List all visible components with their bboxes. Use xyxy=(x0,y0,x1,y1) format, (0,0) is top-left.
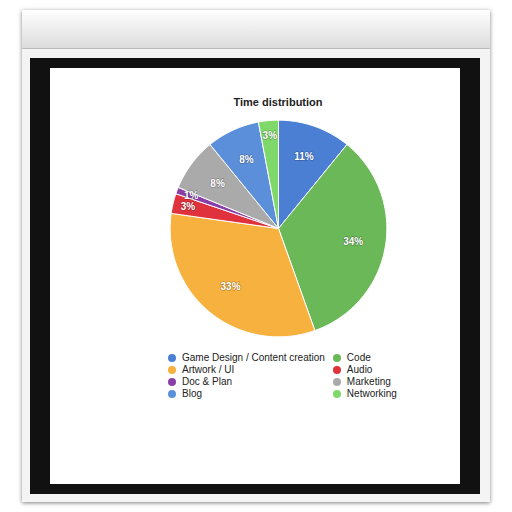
html-text:Game Design / Content creation: Game Design / Content creation xyxy=(182,352,325,363)
svg-text:34%: 34% xyxy=(343,236,363,247)
html-text:Networking: Networking xyxy=(346,388,397,399)
html-text:Blog: Blog xyxy=(182,388,202,399)
svg-text:8%: 8% xyxy=(210,178,225,189)
svg-text:33%: 33% xyxy=(221,281,241,292)
svg-text:8%: 8% xyxy=(239,154,254,165)
html-text:Audio: Audio xyxy=(346,364,373,375)
html-text:Doc & Plan: Doc & Plan xyxy=(182,376,232,387)
html-text:Artwork / UI: Artwork / UI xyxy=(182,364,235,375)
svg-text:3%: 3% xyxy=(263,130,278,141)
svg-text:1%: 1% xyxy=(184,190,199,201)
html-text:Time distribution: Time distribution xyxy=(233,96,323,108)
svg-text:11%: 11% xyxy=(294,151,314,162)
html-text:Marketing: Marketing xyxy=(346,376,391,387)
svg-text:3%: 3% xyxy=(181,201,196,212)
html-text:Code: Code xyxy=(346,352,371,363)
